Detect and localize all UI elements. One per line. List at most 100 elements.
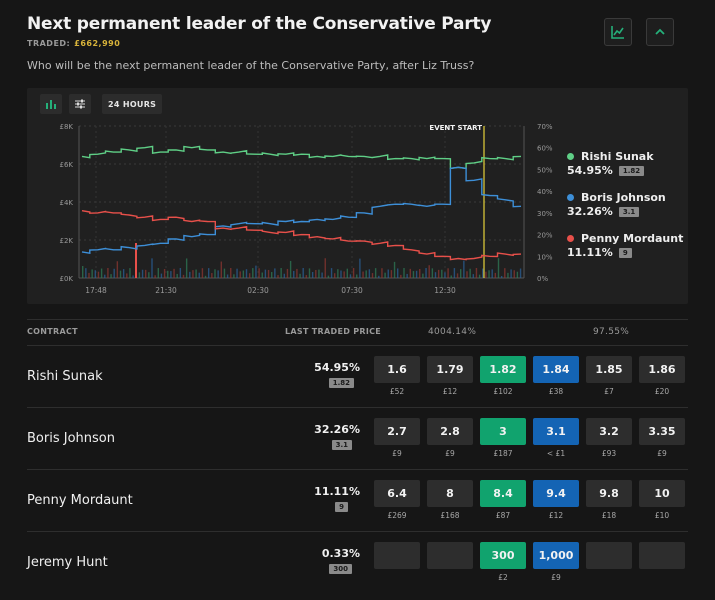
back-price-cell[interactable]: 1.6 £52 <box>374 356 420 396</box>
volume-bar <box>239 271 241 278</box>
y-tick-left: £4K <box>60 199 74 207</box>
back-price-cell[interactable]: 8.4 £87 <box>480 480 526 520</box>
volume-bar <box>122 269 125 278</box>
price-button[interactable]: 1.82 <box>480 356 526 383</box>
volume-bar <box>330 268 333 278</box>
price-button[interactable]: 1.85 <box>586 356 632 383</box>
volume-bar <box>100 268 103 278</box>
volume-bar <box>510 269 512 278</box>
back-price-cell[interactable]: 3 £187 <box>480 418 526 458</box>
volume-bar <box>368 269 371 278</box>
back-price-cell[interactable]: 1.82 £102 <box>480 356 526 396</box>
price-button[interactable]: 10 <box>639 480 685 507</box>
volume-bar <box>85 268 87 278</box>
lay-price-cell[interactable]: 3.35 £9 <box>639 418 685 458</box>
y-tick-right: 50% <box>537 166 553 174</box>
volume-bar <box>267 269 270 278</box>
lay-price-cell[interactable]: 3.2 £93 <box>586 418 632 458</box>
price-button[interactable]: 1.86 <box>639 356 685 383</box>
price-button[interactable]: 2.8 <box>427 418 473 445</box>
volume-bar <box>91 269 93 278</box>
lay-price-cell[interactable]: 1.86 £20 <box>639 356 685 396</box>
volume-bar <box>132 275 134 278</box>
volume-bar <box>365 270 367 278</box>
volume-bar <box>182 274 185 278</box>
price-button[interactable]: 3.35 <box>639 418 685 445</box>
volume-bar <box>406 273 408 278</box>
price-button[interactable]: 1.79 <box>427 356 473 383</box>
lay-price-cell[interactable]: 9.4 £12 <box>533 480 579 520</box>
price-button[interactable]: 1,000 <box>533 542 579 569</box>
price-button[interactable]: 9.8 <box>586 480 632 507</box>
price-button[interactable]: 8.4 <box>480 480 526 507</box>
price-button[interactable]: 3.1 <box>533 418 579 445</box>
legend-name: Boris Johnson <box>581 191 666 204</box>
bar-chart-button[interactable] <box>40 94 62 114</box>
volume-bar <box>110 274 112 278</box>
price-button[interactable]: 3.2 <box>586 418 632 445</box>
y-tick-left: £2K <box>60 237 74 245</box>
last-traded-badge: 3.1 <box>331 440 352 450</box>
time-range-button[interactable]: 24 HOURS <box>102 94 163 114</box>
legend-odds: 1.82 <box>618 165 645 176</box>
price-button[interactable] <box>374 542 420 569</box>
price-button[interactable]: 8 <box>427 480 473 507</box>
volume-bar <box>390 270 393 278</box>
volume-bar <box>450 275 452 278</box>
y-tick-right: 0% <box>537 275 548 283</box>
contract-name: Boris Johnson <box>27 431 115 446</box>
back-price-cell[interactable]: 6.4 £269 <box>374 480 420 520</box>
price-button[interactable]: 6.4 <box>374 480 420 507</box>
back-price-cell[interactable] <box>427 542 473 573</box>
back-book-pct: 4004.14% <box>428 327 477 337</box>
toggle-chart-button[interactable] <box>604 18 632 46</box>
price-button[interactable]: 1.84 <box>533 356 579 383</box>
lay-price-cell[interactable]: 10 £10 <box>639 480 685 520</box>
lay-price-cell[interactable] <box>586 542 632 573</box>
lay-price-cell[interactable]: 1,000 £9 <box>533 542 579 582</box>
chart-settings-button[interactable] <box>69 94 91 114</box>
back-price-cell[interactable]: 2.8 £9 <box>427 418 473 458</box>
back-price-cell[interactable]: 300 £2 <box>480 542 526 582</box>
volume-bar <box>447 268 449 278</box>
y-tick-right: 40% <box>537 188 553 196</box>
lay-price-cell[interactable]: 1.84 £38 <box>533 356 579 396</box>
price-button[interactable]: 300 <box>480 542 526 569</box>
price-button[interactable]: 1.6 <box>374 356 420 383</box>
volume-bar <box>488 270 490 278</box>
volume-bar <box>107 268 109 278</box>
volume-bar <box>337 269 339 278</box>
legend-dot <box>567 153 574 160</box>
legend-item: Boris Johnson 32.26% 3.1 <box>567 191 683 218</box>
stake-amount: £9 <box>551 573 561 582</box>
volume-bar <box>242 270 245 278</box>
price-button[interactable] <box>427 542 473 569</box>
price-button[interactable] <box>639 542 685 569</box>
y-tick-right: 70% <box>537 123 553 131</box>
lay-price-cell[interactable]: 9.8 £18 <box>586 480 632 520</box>
back-price-cell[interactable]: 8 £168 <box>427 480 473 520</box>
back-price-cell[interactable] <box>374 542 420 573</box>
back-price-cell[interactable]: 1.79 £12 <box>427 356 473 396</box>
price-button[interactable]: 3 <box>480 418 526 445</box>
volume-bar <box>482 268 484 278</box>
back-price-cell[interactable]: 2.7 £9 <box>374 418 420 458</box>
lay-price-cell[interactable] <box>639 542 685 573</box>
lay-price-cell[interactable]: 3.1 < £1 <box>533 418 579 458</box>
volume-bar <box>456 273 459 278</box>
collapse-button[interactable] <box>646 18 674 46</box>
legend-dot <box>567 194 574 201</box>
lay-price-cell[interactable]: 1.85 £7 <box>586 356 632 396</box>
volume-bar <box>393 261 396 278</box>
price-button[interactable] <box>586 542 632 569</box>
volume-bar <box>507 272 509 278</box>
price-button[interactable]: 2.7 <box>374 418 420 445</box>
volume-bar <box>151 258 153 278</box>
last-traded-badge: 9 <box>335 502 348 512</box>
volume-bar <box>208 268 210 278</box>
price-button[interactable]: 9.4 <box>533 480 579 507</box>
legend-odds: 3.1 <box>618 206 640 217</box>
volume-bar <box>160 273 163 278</box>
price-chart[interactable]: £8K £6K £4K £2K £0K 70% 60% 50% 40% 30% 20% 10% 0% 17… <box>27 88 688 304</box>
volume-bar <box>469 268 471 278</box>
